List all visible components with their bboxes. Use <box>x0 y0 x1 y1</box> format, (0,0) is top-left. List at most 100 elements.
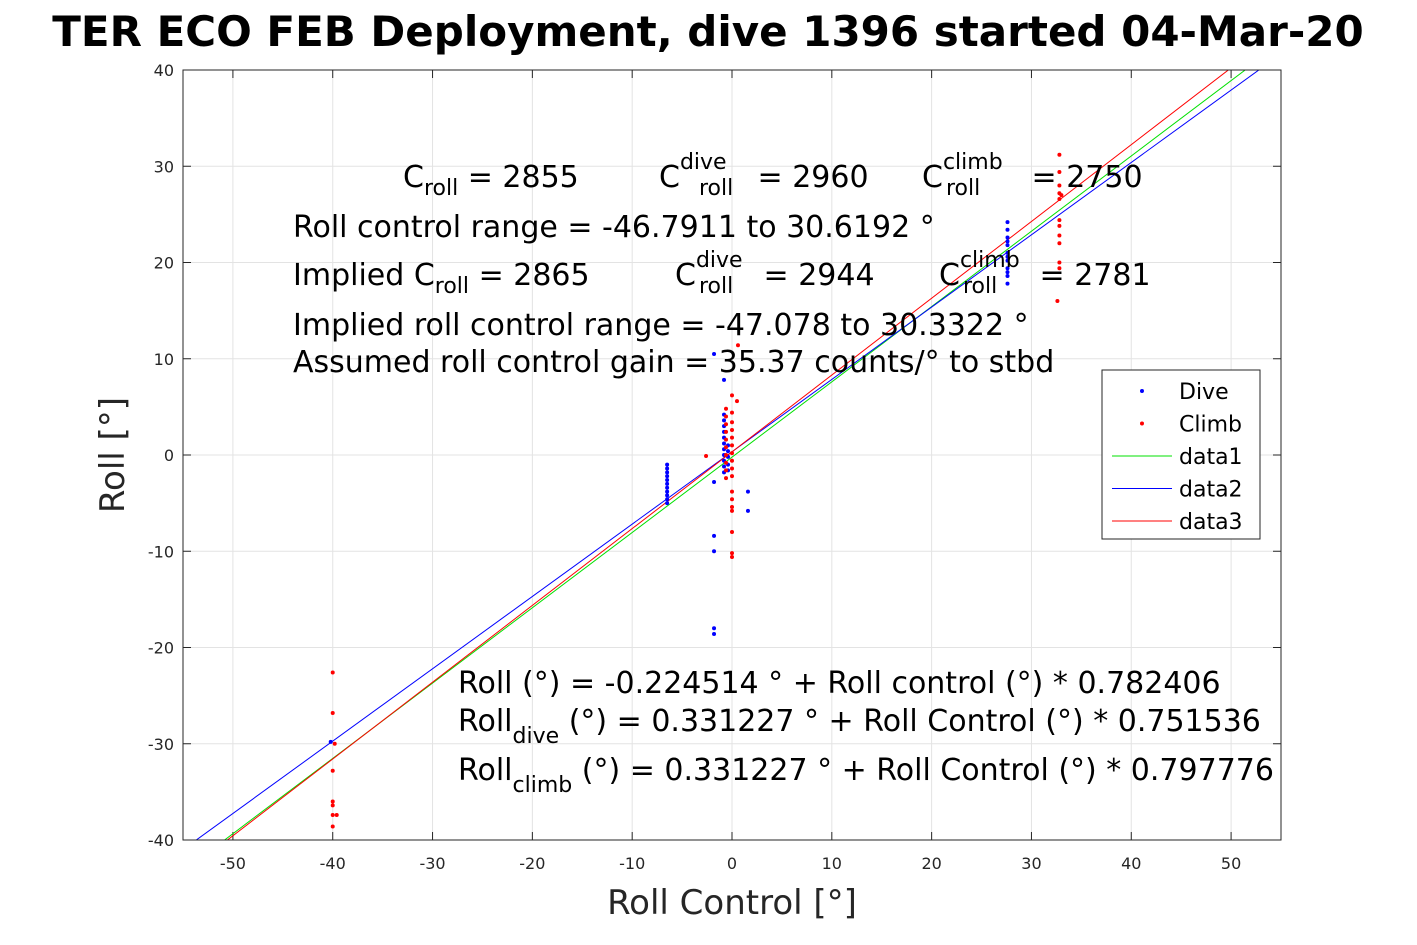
annotation-block: Croll = 2855 Cdive roll = 2960 Cclimb roll… <box>293 150 1274 798</box>
climb-point <box>730 508 734 513</box>
x-tick-label: 50 <box>1221 854 1241 873</box>
dive-point <box>1005 220 1010 225</box>
climb-point <box>334 812 339 817</box>
climb-point <box>730 410 734 415</box>
climb-point <box>1059 193 1064 198</box>
dive-point <box>1005 254 1010 259</box>
climb-point <box>730 489 734 494</box>
climb-point <box>330 803 335 808</box>
anno-implied-c-roll-dive: Cdive roll = 2944 <box>675 248 875 299</box>
climb-point <box>724 414 729 419</box>
dive-point <box>722 418 727 423</box>
climb-point <box>724 460 729 465</box>
x-tick-label: -20 <box>519 854 545 873</box>
dive-point <box>1005 281 1010 286</box>
dive-point <box>1005 243 1010 248</box>
climb-point <box>730 504 734 509</box>
climb-point <box>724 437 729 442</box>
dive-point <box>665 474 670 479</box>
x-tick-label: -40 <box>320 854 346 873</box>
climb-point <box>1057 233 1062 238</box>
climb-point <box>734 399 739 404</box>
climb-point <box>1055 299 1060 303</box>
dive-point <box>1005 239 1010 244</box>
legend-label-dive: Dive <box>1179 380 1229 405</box>
climb-point <box>1057 196 1062 201</box>
dive-point <box>665 466 670 471</box>
x-tick-label: 0 <box>727 854 737 873</box>
anno-c-roll-dive: Cdive roll = 2960 <box>659 150 869 201</box>
dive-point <box>1005 227 1010 232</box>
climb-point <box>730 435 734 440</box>
legend-label-climb: Climb <box>1179 413 1242 438</box>
climb-point <box>724 422 729 427</box>
dive-point <box>712 351 717 356</box>
y-tick-label: -40 <box>148 831 174 850</box>
climb-point <box>724 453 729 457</box>
dive-point <box>745 508 750 513</box>
climb-point <box>1057 170 1062 175</box>
dive-point <box>665 478 670 483</box>
legend-marker-climb <box>1140 421 1144 426</box>
x-tick-label: 20 <box>921 854 941 873</box>
y-tick-label: -10 <box>148 542 174 561</box>
dive-point <box>1005 258 1010 263</box>
climb-point <box>332 741 337 746</box>
dive-point <box>712 533 717 538</box>
anno-implied-c-roll-climb: Cclimb roll = 2781 <box>939 248 1151 299</box>
x-tick-label: -50 <box>220 854 246 873</box>
climb-point <box>735 343 740 348</box>
anno-implied-range: Implied roll control range = -47.078 to … <box>293 308 1029 343</box>
dive-point <box>1005 250 1010 255</box>
dive-point <box>726 449 731 454</box>
climb-point <box>1057 266 1062 271</box>
x-tick-label: 40 <box>1121 854 1141 873</box>
climb-point <box>330 768 335 773</box>
y-tick-label: 20 <box>154 254 174 273</box>
climb-point <box>330 799 335 804</box>
x-tick-labels: -50 -40 -30 -20 -10 0 10 20 30 40 50 <box>220 854 1241 873</box>
climb-point <box>730 551 734 556</box>
dive-point <box>665 489 670 494</box>
climb-point <box>330 710 335 715</box>
y-tick-label: -20 <box>148 639 174 658</box>
climb-point <box>330 812 335 817</box>
dive-point <box>1005 235 1010 240</box>
dive-point <box>665 485 670 490</box>
climb-point <box>724 445 729 450</box>
dive-point <box>1005 270 1010 275</box>
dive-point <box>665 497 670 502</box>
dive-point <box>1005 266 1010 271</box>
climb-point <box>704 453 709 458</box>
plot-frame <box>182 69 1282 841</box>
anno-fit-climb: Rollclimb (°) = 0.331227 ° + Roll Contro… <box>458 753 1274 798</box>
legend-label-data2: data2 <box>1179 478 1243 503</box>
y-tick-label: -30 <box>148 735 174 754</box>
x-tick-label: 30 <box>1021 854 1041 873</box>
dive-point <box>665 501 670 506</box>
y-tick-label: 30 <box>154 157 174 176</box>
climb-point <box>730 555 734 560</box>
y-tick-label: 0 <box>164 446 174 465</box>
climb-point <box>1057 223 1062 228</box>
anno-fit-all: Roll (°) = -0.224514 ° + Roll control (°… <box>458 666 1221 701</box>
data-points <box>328 152 1064 829</box>
chart-title: TER ECO FEB Deployment, dive 1396 starte… <box>52 7 1363 56</box>
dive-point <box>665 462 670 467</box>
anno-implied-c-roll: Implied Croll = 2865 <box>293 258 590 299</box>
climb-point <box>330 824 335 829</box>
legend-box <box>1101 369 1261 540</box>
climb-point <box>330 670 335 675</box>
anno-c-roll-climb: Cclimb roll = 2750 <box>922 150 1143 201</box>
legend-label-data1: data1 <box>1179 445 1243 470</box>
dive-point <box>665 470 670 475</box>
anno-c-roll: Croll = 2855 <box>403 160 579 201</box>
x-tick-label: -30 <box>419 854 445 873</box>
climb-point <box>730 451 734 456</box>
climb-point <box>730 474 734 479</box>
y-tick-labels: -40 -30 -20 -10 0 10 20 30 40 <box>148 61 174 850</box>
y-tick-label: 10 <box>154 350 174 369</box>
climb-point <box>724 468 729 473</box>
dive-point <box>328 739 333 744</box>
